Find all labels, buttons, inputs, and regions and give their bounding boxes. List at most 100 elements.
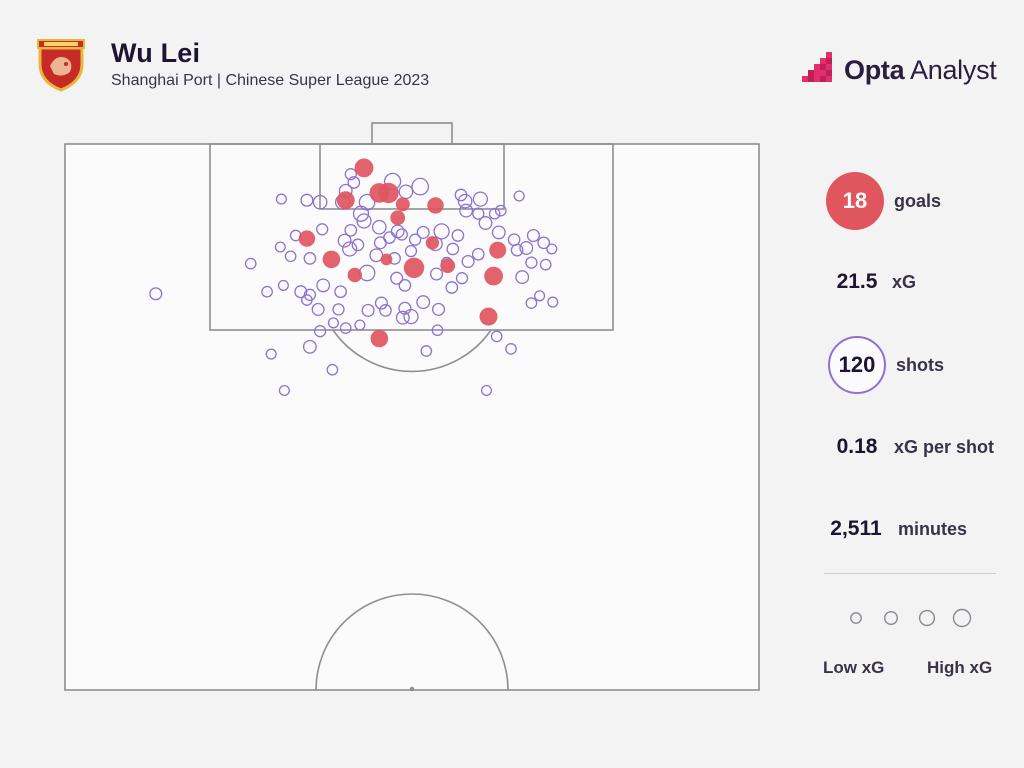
stat-shots: 120 shots xyxy=(828,336,944,394)
legend-size-circle xyxy=(952,608,972,628)
shot-point xyxy=(494,204,507,217)
shot-point xyxy=(374,296,388,310)
shot-point xyxy=(265,348,277,360)
club-crest-icon xyxy=(37,39,85,92)
opta-analyst-logo: Opta Analyst xyxy=(798,48,997,92)
shot-point xyxy=(390,271,404,285)
shot-point xyxy=(347,176,361,189)
legend-size-circle xyxy=(918,609,936,627)
shot-point xyxy=(461,254,475,269)
shot-point xyxy=(416,295,431,310)
legend-size-circle xyxy=(884,610,899,626)
shot-point xyxy=(534,290,546,302)
centre-spot xyxy=(409,686,415,692)
shot-point xyxy=(505,343,517,355)
goal-point xyxy=(427,197,444,214)
shots-label: shots xyxy=(896,354,945,375)
shot-point xyxy=(451,229,465,242)
legend-divider xyxy=(824,573,996,574)
legend-low-label: Low xG xyxy=(823,658,885,677)
shot-point xyxy=(488,207,501,220)
centre-circle xyxy=(315,593,509,691)
shot-point xyxy=(300,193,314,207)
brand-bold: Opta xyxy=(844,54,905,85)
shot-point xyxy=(342,241,358,257)
player-name: Wu Lei xyxy=(111,38,201,68)
shot-point xyxy=(431,324,444,337)
shot-point xyxy=(344,223,358,237)
xg-size-legend xyxy=(850,608,972,628)
goal-point xyxy=(370,329,389,348)
shot-point xyxy=(411,177,430,196)
shot-point xyxy=(316,278,331,293)
shot-point xyxy=(546,243,558,255)
shot-point xyxy=(446,242,460,256)
shot-point xyxy=(311,302,325,316)
shot-point xyxy=(327,317,339,329)
shot-point xyxy=(510,243,524,257)
shot-point xyxy=(334,285,347,299)
shot-point xyxy=(515,270,530,285)
goal-point xyxy=(298,230,316,247)
shot-point xyxy=(278,384,290,397)
shot-point xyxy=(525,256,538,269)
goal-point xyxy=(380,253,393,266)
shot-point xyxy=(312,194,328,210)
shot-point xyxy=(277,279,289,291)
shot-point xyxy=(431,302,446,316)
shot-point xyxy=(294,285,308,299)
pitch-lines xyxy=(64,122,760,692)
shot-point xyxy=(457,193,473,209)
xg-per-shot-label: xG per shot xyxy=(894,436,995,457)
shot-point xyxy=(472,191,489,207)
shot-point xyxy=(275,193,287,205)
goal-point xyxy=(403,257,425,278)
shot-point xyxy=(491,225,506,240)
legend-size-circle xyxy=(850,612,862,624)
goal-point xyxy=(484,266,503,286)
goal-point xyxy=(489,241,507,259)
shot-point xyxy=(525,297,538,309)
shot-point xyxy=(149,287,163,301)
goal-point xyxy=(322,250,341,269)
chart-subtitle: Shanghai Port | Chinese Super League 202… xyxy=(111,72,430,89)
goals-layer xyxy=(298,158,507,348)
shot-point xyxy=(513,190,525,202)
shot-point xyxy=(344,168,357,181)
shot-point xyxy=(433,223,450,240)
shot-point xyxy=(395,310,410,325)
goal-point xyxy=(390,210,406,226)
goal-point xyxy=(425,236,440,250)
brand-text: Opta Analyst xyxy=(844,54,997,86)
shot-point xyxy=(383,231,396,244)
shot-point xyxy=(404,244,418,258)
shot-point xyxy=(316,223,329,236)
shot-point xyxy=(351,238,365,252)
stat-minutes: 2,511 minutes xyxy=(824,517,967,541)
goal-point xyxy=(440,258,456,274)
minutes-value: 2,511 xyxy=(830,517,882,540)
shot-point xyxy=(356,213,372,229)
goal-point xyxy=(479,307,498,326)
shot-point xyxy=(471,247,485,261)
shot-point xyxy=(354,319,366,331)
shot-point xyxy=(303,252,317,265)
shot-point xyxy=(395,228,408,241)
goal-point xyxy=(347,267,362,283)
xg-label: xG xyxy=(892,271,917,292)
goal-point xyxy=(354,158,374,178)
shot-point xyxy=(445,281,459,294)
shot-point xyxy=(408,233,422,246)
shot-point xyxy=(480,384,493,397)
shot-point xyxy=(526,228,540,243)
shot-point xyxy=(274,241,286,253)
shot-point xyxy=(519,241,534,255)
opta-logo-icon xyxy=(802,52,832,82)
stat-xg-per-shot: 0.18 xG per shot xyxy=(830,435,994,459)
shot-point xyxy=(326,363,339,376)
shot-point xyxy=(403,308,419,325)
shot-point xyxy=(398,279,412,292)
shot-point xyxy=(339,322,352,334)
shot-point xyxy=(472,207,485,220)
